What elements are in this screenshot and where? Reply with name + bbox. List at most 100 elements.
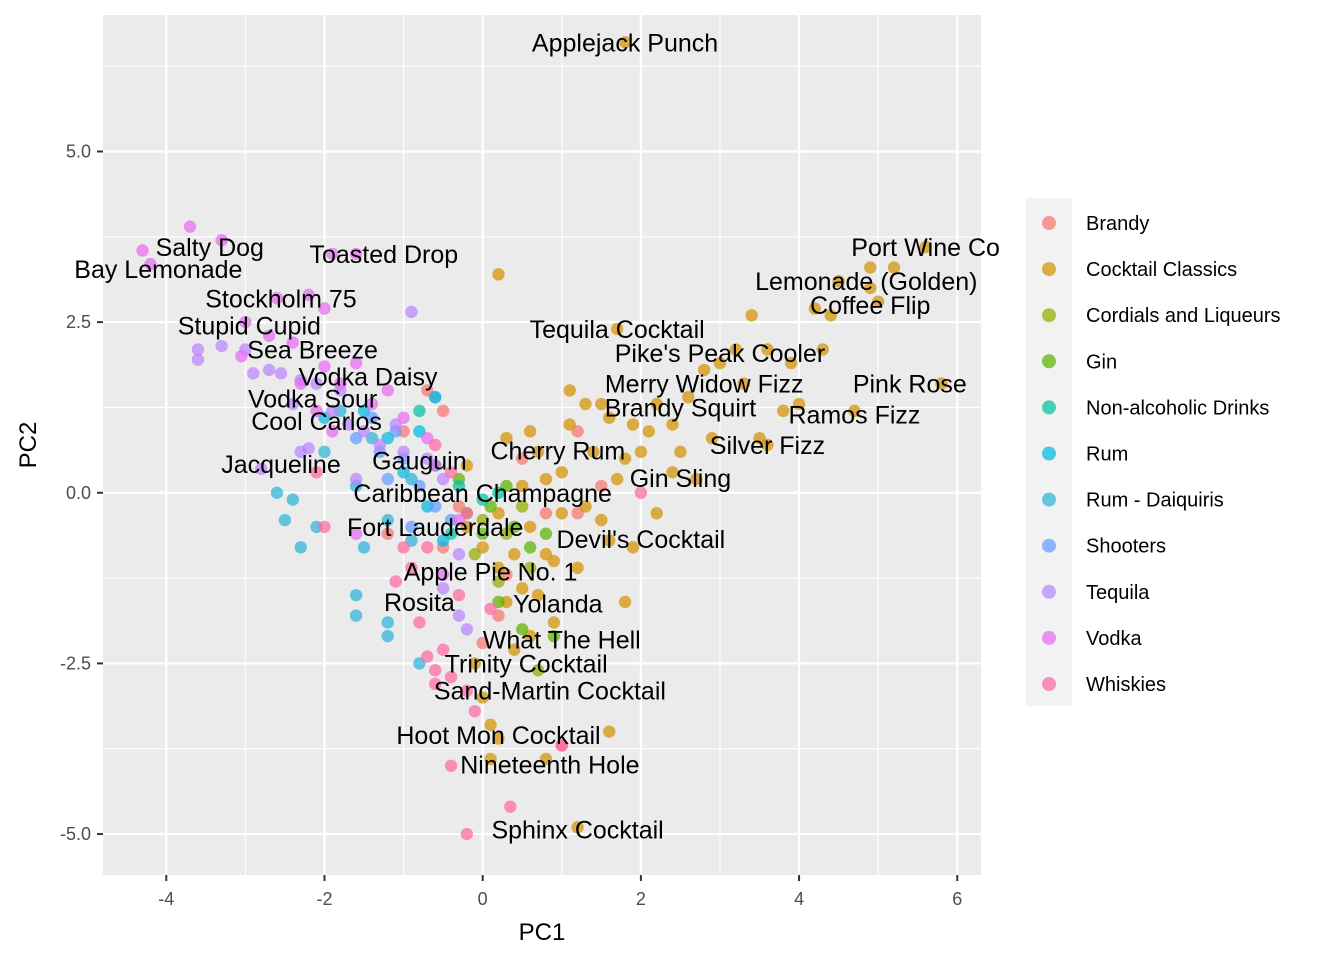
data-point-cocktail-classics xyxy=(484,752,497,766)
data-point-tequila xyxy=(342,418,355,431)
x-tick-label: 6 xyxy=(952,889,962,909)
data-point-rum-daiquiris xyxy=(286,493,300,506)
data-point-whiskies xyxy=(444,670,458,684)
legend-key-cocktail-classics xyxy=(1042,262,1056,277)
data-point-cocktail-classics xyxy=(492,268,505,281)
data-point-cocktail-classics xyxy=(871,295,885,308)
minor-gridlines xyxy=(103,15,981,875)
legend-key-rum-daiquiris xyxy=(1042,492,1056,507)
point-label: Pike's Peak Cooler xyxy=(615,340,825,368)
data-point-rum-daiquiris xyxy=(429,391,442,404)
data-point-brandy xyxy=(595,479,608,493)
data-point-cocktail-classics xyxy=(492,561,505,575)
data-point-cocktail-classics xyxy=(618,595,632,609)
data-point-gin xyxy=(476,527,489,540)
point-label: Stupid Cupid xyxy=(178,313,321,341)
y-axis-title: PC2 xyxy=(15,422,42,469)
data-point-cocktail-classics xyxy=(705,431,719,445)
legend-label-brandy: Brandy xyxy=(1086,213,1149,235)
point-label: Sand-Martin Cocktail xyxy=(434,678,666,706)
data-point-cordials-and-liqueurs xyxy=(531,664,545,677)
data-point-cocktail-classics xyxy=(832,274,845,288)
data-point-rum-daiquiris xyxy=(349,588,363,602)
point-label: Coffee Flip xyxy=(810,292,930,320)
data-point-rum-daiquiris xyxy=(381,616,394,629)
data-point-cocktail-classics xyxy=(634,445,648,459)
x-tick-label: 4 xyxy=(794,889,804,909)
data-point-vodka xyxy=(239,315,252,329)
data-point-tequila xyxy=(349,472,363,486)
data-point-cocktail-classics xyxy=(476,691,489,704)
data-point-cordials-and-liqueurs xyxy=(492,575,505,588)
data-point-cocktail-classics xyxy=(848,404,861,418)
data-point-vodka xyxy=(334,377,347,390)
data-point-gin xyxy=(547,629,561,643)
data-point-non-alcoholic-drinks xyxy=(452,479,466,493)
data-point-tequila xyxy=(274,367,288,380)
data-point-tequila xyxy=(247,367,260,380)
data-point-brandy xyxy=(436,404,450,418)
data-point-tequila xyxy=(310,377,323,390)
data-point-cocktail-classics xyxy=(563,418,576,431)
data-point-cocktail-classics xyxy=(792,397,806,411)
legend-label-tequila: Tequila xyxy=(1086,582,1150,604)
data-point-vodka xyxy=(349,527,363,540)
data-point-cocktail-classics xyxy=(523,425,537,438)
data-point-tequila xyxy=(460,623,474,636)
data-point-cocktail-classics xyxy=(729,343,742,356)
data-point-whiskies xyxy=(397,541,410,554)
data-point-vodka xyxy=(326,247,339,261)
data-point-shooters xyxy=(405,520,418,534)
legend-key-shooters xyxy=(1042,538,1056,553)
data-point-cocktail-classics xyxy=(713,356,727,370)
data-point-cocktail-classics xyxy=(697,363,711,377)
point-label: Trinity Cocktail xyxy=(445,650,608,678)
data-point-whiskies xyxy=(413,616,426,629)
data-point-tequila xyxy=(357,425,371,438)
data-point-tequila xyxy=(373,438,387,452)
data-point-cocktail-classics xyxy=(484,718,497,732)
point-label: Caribbean Champagne xyxy=(353,480,612,508)
data-point-cocktail-classics xyxy=(579,397,592,411)
legend-label-whiskies: Whiskies xyxy=(1086,674,1166,696)
point-label: Sphinx Cocktail xyxy=(491,816,663,844)
point-label: Vodka Sour xyxy=(248,386,377,414)
data-point-cocktail-classics xyxy=(761,438,774,452)
data-point-brandy xyxy=(539,507,553,520)
data-point-cocktail-classics xyxy=(500,431,513,445)
data-point-cocktail-classics xyxy=(666,418,679,431)
data-point-cocktail-classics xyxy=(531,588,545,602)
point-label: Salty Dog xyxy=(156,234,264,262)
x-tick-label: -2 xyxy=(316,889,332,909)
data-point-vodka xyxy=(349,247,363,261)
data-point-cocktail-classics xyxy=(579,500,592,513)
data-point-rum-daiquiris xyxy=(381,629,394,643)
data-point-vodka xyxy=(381,384,394,397)
data-point-cocktail-classics xyxy=(737,377,750,390)
data-point-cordials-and-liqueurs xyxy=(516,500,529,513)
data-point-brandy xyxy=(381,527,394,540)
data-point-cocktail-classics xyxy=(761,343,774,356)
data-point-whiskies xyxy=(310,466,323,479)
data-point-tequila xyxy=(215,339,228,353)
data-point-non-alcoholic-drinks xyxy=(476,493,489,506)
data-point-vodka xyxy=(270,292,284,305)
data-point-tequila xyxy=(191,353,205,366)
data-point-vodka xyxy=(262,329,276,342)
x-tick-label: 0 xyxy=(478,889,488,909)
y-tick-label: -5.0 xyxy=(60,824,91,844)
data-point-cocktail-classics xyxy=(642,425,655,438)
data-point-cocktail-classics xyxy=(547,616,561,629)
data-point-tequila xyxy=(436,582,450,595)
data-point-cocktail-classics xyxy=(508,548,521,561)
data-point-whiskies xyxy=(429,677,442,691)
data-point-cocktail-classics xyxy=(808,302,822,315)
x-tick-label: -4 xyxy=(158,889,174,909)
data-point-whiskies xyxy=(421,541,434,554)
point-label: Fort Lauderdale xyxy=(347,514,524,542)
data-point-vodka xyxy=(349,356,363,370)
legend-label-cordials-and-liqueurs: Cordials and Liqueurs xyxy=(1086,305,1281,327)
data-point-cocktail-classics xyxy=(603,411,616,424)
point-label: Ramos Fizz xyxy=(788,401,920,429)
legend-label-vodka: Vodka xyxy=(1086,628,1142,650)
